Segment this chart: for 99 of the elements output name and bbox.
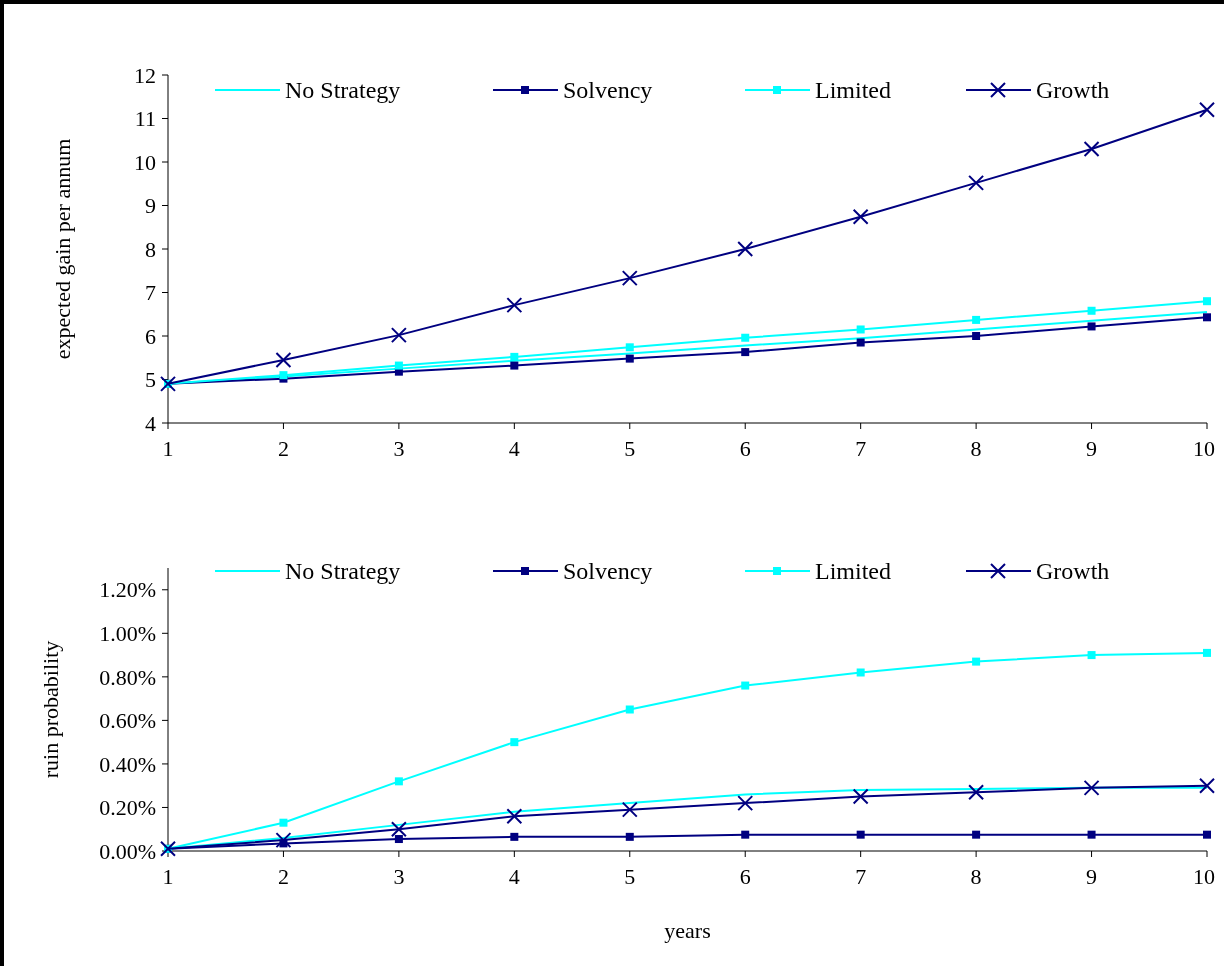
y-tick-label: 1.00% bbox=[99, 621, 156, 647]
y-tick-label: 0.20% bbox=[99, 795, 156, 821]
y-tick-label: 6 bbox=[145, 323, 156, 349]
point bbox=[160, 375, 176, 392]
point bbox=[972, 657, 981, 666]
point bbox=[1087, 306, 1096, 315]
point bbox=[1083, 779, 1100, 796]
point bbox=[856, 338, 865, 347]
point bbox=[394, 835, 403, 844]
x-tick-label: 8 bbox=[970, 864, 982, 889]
point bbox=[506, 297, 523, 314]
point bbox=[852, 208, 869, 225]
point bbox=[852, 788, 869, 805]
point bbox=[741, 830, 750, 839]
point bbox=[737, 795, 754, 812]
x-tick-label: 7 bbox=[855, 436, 867, 461]
legend-label: Limited bbox=[815, 77, 891, 104]
point bbox=[972, 332, 981, 340]
x-tick-label: 5 bbox=[624, 864, 636, 889]
point bbox=[968, 784, 985, 801]
point bbox=[279, 818, 288, 827]
point bbox=[160, 840, 176, 857]
legend-label: Solvency bbox=[563, 77, 653, 104]
legend-label: Solvency bbox=[563, 558, 653, 585]
point bbox=[1199, 101, 1215, 118]
point bbox=[510, 832, 519, 841]
point bbox=[741, 681, 750, 690]
point bbox=[275, 832, 292, 849]
y-tick-label: 0.00% bbox=[99, 838, 156, 864]
point bbox=[741, 348, 750, 357]
legend-label: Growth bbox=[1036, 77, 1110, 104]
x-tick-label: 1 bbox=[162, 436, 174, 461]
x-tick-label: 9 bbox=[1086, 436, 1098, 461]
y-tick-label: 0.40% bbox=[99, 751, 156, 777]
x-tick-label: 2 bbox=[277, 864, 289, 889]
x-tick-label: 9 bbox=[1086, 864, 1098, 889]
x-tick-label: 6 bbox=[739, 864, 751, 889]
point bbox=[972, 830, 981, 839]
point bbox=[1203, 648, 1211, 657]
x-tick-label: 8 bbox=[970, 436, 982, 461]
point bbox=[1087, 830, 1096, 839]
point bbox=[625, 343, 634, 352]
point bbox=[1203, 313, 1211, 322]
y-axis-title: ruin probability bbox=[38, 640, 63, 779]
y-tick-label: 12 bbox=[134, 62, 156, 88]
y-tick-label: 5 bbox=[145, 367, 156, 393]
x-tick-label: 10 bbox=[1193, 864, 1215, 889]
legend-label: Limited bbox=[815, 558, 891, 585]
x-tick-label: 4 bbox=[508, 436, 520, 461]
legend-label: No Strategy bbox=[285, 558, 401, 585]
point bbox=[741, 333, 750, 342]
point bbox=[625, 705, 634, 714]
point bbox=[968, 174, 985, 191]
point bbox=[1083, 140, 1100, 157]
point bbox=[390, 821, 407, 838]
point bbox=[1087, 651, 1096, 660]
point bbox=[1199, 777, 1215, 794]
point bbox=[510, 352, 519, 361]
point bbox=[856, 830, 865, 839]
x-tick-label: 7 bbox=[855, 864, 867, 889]
point bbox=[510, 738, 519, 747]
x-tick-label: 3 bbox=[393, 436, 405, 461]
point bbox=[625, 354, 634, 363]
point bbox=[506, 808, 523, 825]
point bbox=[856, 668, 865, 677]
x-tick-label: 5 bbox=[624, 436, 636, 461]
point bbox=[625, 832, 634, 841]
y-tick-label: 0.60% bbox=[99, 708, 156, 734]
x-tick-label: 1 bbox=[162, 864, 174, 889]
point bbox=[621, 801, 638, 818]
legend-label: No Strategy bbox=[285, 77, 401, 104]
x-axis-title: years bbox=[664, 918, 711, 943]
x-tick-label: 3 bbox=[393, 864, 405, 889]
point bbox=[737, 241, 754, 257]
point bbox=[1203, 830, 1211, 839]
point bbox=[1087, 322, 1096, 331]
y-tick-label: 8 bbox=[145, 236, 156, 262]
point bbox=[1203, 297, 1211, 306]
point bbox=[394, 777, 403, 786]
x-tick-label: 2 bbox=[277, 436, 289, 461]
y-tick-label: 11 bbox=[134, 106, 156, 132]
y-tick-label: 0.80% bbox=[99, 664, 156, 690]
x-tick-label: 4 bbox=[508, 864, 520, 889]
point bbox=[621, 270, 638, 287]
point bbox=[390, 327, 407, 344]
x-tick-label: 10 bbox=[1193, 436, 1215, 461]
y-tick-label: 4 bbox=[145, 410, 156, 436]
y-tick-label: 9 bbox=[145, 193, 156, 219]
point bbox=[856, 325, 865, 334]
y-axis-title: expected gain per annum bbox=[50, 138, 75, 360]
y-tick-label: 10 bbox=[134, 149, 156, 175]
y-tick-label: 7 bbox=[145, 280, 156, 306]
point bbox=[394, 361, 403, 370]
x-tick-label: 6 bbox=[739, 436, 751, 461]
point bbox=[510, 361, 519, 370]
point bbox=[275, 351, 292, 368]
point bbox=[972, 315, 981, 324]
y-tick-label: 1.20% bbox=[99, 577, 156, 603]
legend-label: Growth bbox=[1036, 558, 1110, 585]
